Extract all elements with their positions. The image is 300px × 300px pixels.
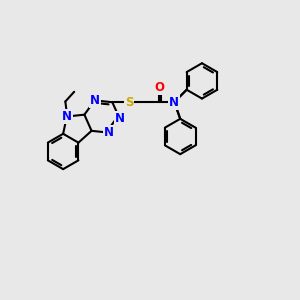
Text: N: N bbox=[62, 110, 72, 123]
Text: N: N bbox=[169, 96, 179, 109]
Text: N: N bbox=[90, 94, 100, 107]
Text: O: O bbox=[154, 81, 164, 94]
Text: S: S bbox=[125, 96, 134, 109]
Text: N: N bbox=[104, 126, 114, 139]
Text: N: N bbox=[115, 112, 124, 125]
